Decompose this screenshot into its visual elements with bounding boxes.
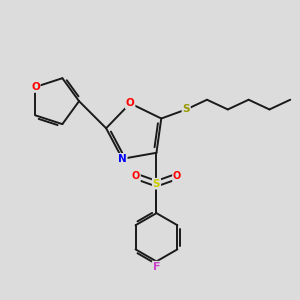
Text: O: O: [126, 98, 134, 108]
Text: O: O: [173, 171, 181, 181]
Text: N: N: [118, 154, 127, 164]
Text: F: F: [153, 262, 160, 272]
Text: O: O: [31, 82, 40, 92]
Text: S: S: [153, 179, 160, 189]
Text: S: S: [182, 104, 190, 114]
Text: O: O: [132, 171, 140, 181]
